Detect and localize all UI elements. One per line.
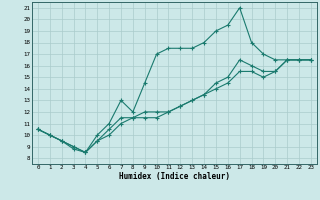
X-axis label: Humidex (Indice chaleur): Humidex (Indice chaleur) xyxy=(119,172,230,181)
